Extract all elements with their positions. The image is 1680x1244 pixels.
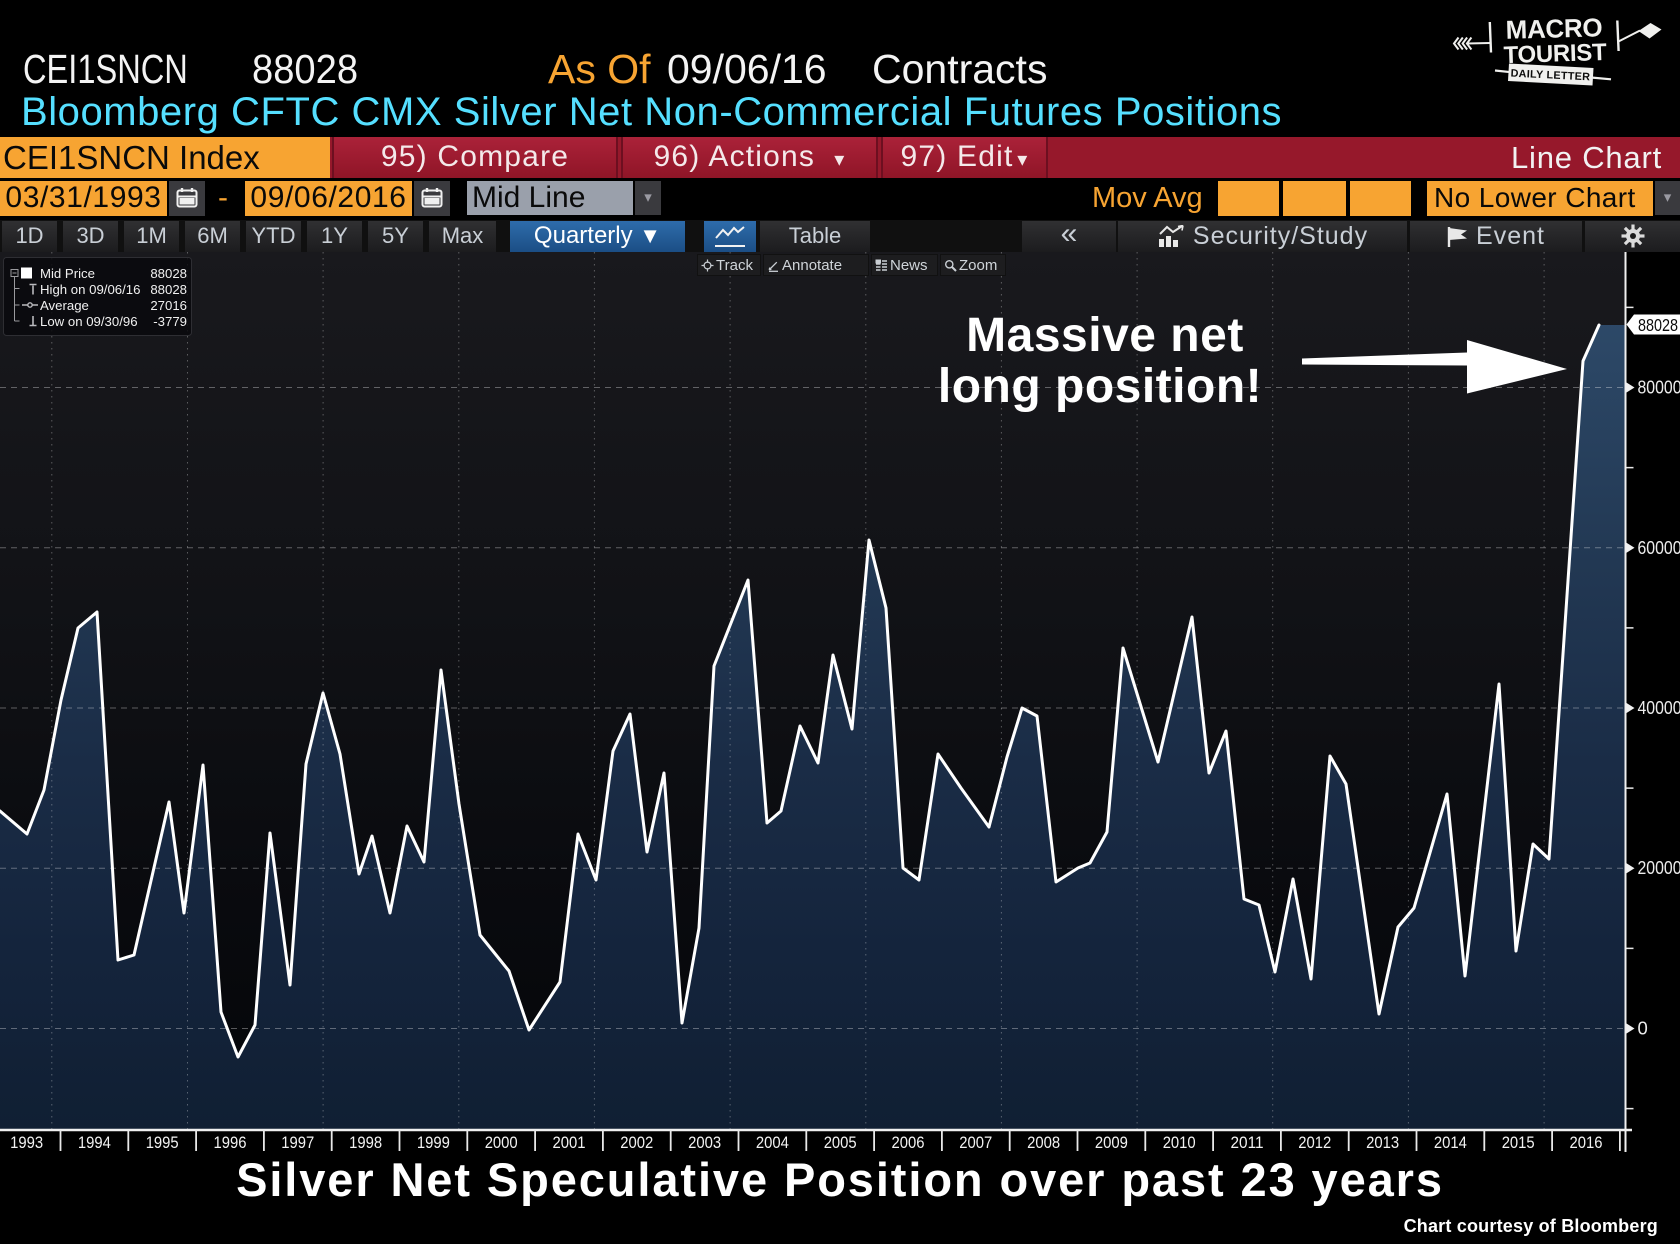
svg-text:2000: 2000 [485,1134,518,1152]
svg-text:TOURIST: TOURIST [1503,39,1607,69]
svg-text:Average: Average [40,298,89,313]
svg-text:2008: 2008 [1027,1134,1060,1152]
svg-text:1993: 1993 [10,1134,43,1152]
svg-text:40000: 40000 [1638,697,1680,718]
svg-text:80000: 80000 [1638,377,1680,398]
svg-text:2009: 2009 [1095,1134,1128,1152]
svg-text:88028: 88028 [150,282,187,297]
svg-text:27016: 27016 [150,298,187,313]
svg-text:2015: 2015 [1502,1134,1535,1152]
svg-text:1995: 1995 [146,1134,179,1152]
svg-text:88028: 88028 [1638,315,1678,335]
svg-text:Mid Price: Mid Price [40,266,95,281]
svg-text:Low on 09/30/96: Low on 09/30/96 [40,314,138,329]
svg-text:2012: 2012 [1298,1134,1331,1152]
svg-text:2013: 2013 [1366,1134,1399,1152]
svg-text:1999: 1999 [417,1134,450,1152]
svg-text:1994: 1994 [78,1134,111,1152]
svg-text:2005: 2005 [824,1134,857,1152]
svg-text:60000: 60000 [1638,537,1680,558]
svg-text:MACRO: MACRO [1505,12,1603,45]
svg-text:0: 0 [1638,1018,1648,1039]
svg-text:2001: 2001 [553,1134,586,1152]
svg-text:2006: 2006 [892,1134,925,1152]
svg-text:DAILY LETTER: DAILY LETTER [1510,68,1590,84]
svg-text:2010: 2010 [1163,1134,1196,1152]
svg-text:1996: 1996 [214,1134,247,1152]
svg-text:1998: 1998 [349,1134,382,1152]
svg-text:2007: 2007 [959,1134,992,1152]
svg-text:20000: 20000 [1638,857,1680,878]
svg-text:High on 09/06/16: High on 09/06/16 [40,282,140,297]
svg-text:88028: 88028 [150,266,187,281]
svg-text:2011: 2011 [1231,1134,1264,1152]
svg-text:1997: 1997 [281,1134,314,1152]
svg-text:2014: 2014 [1434,1134,1467,1152]
svg-text:2016: 2016 [1570,1134,1603,1152]
svg-text:-3779: -3779 [153,314,187,329]
svg-text:2002: 2002 [620,1134,653,1152]
svg-text:2004: 2004 [756,1134,789,1152]
svg-text:2003: 2003 [688,1134,721,1152]
